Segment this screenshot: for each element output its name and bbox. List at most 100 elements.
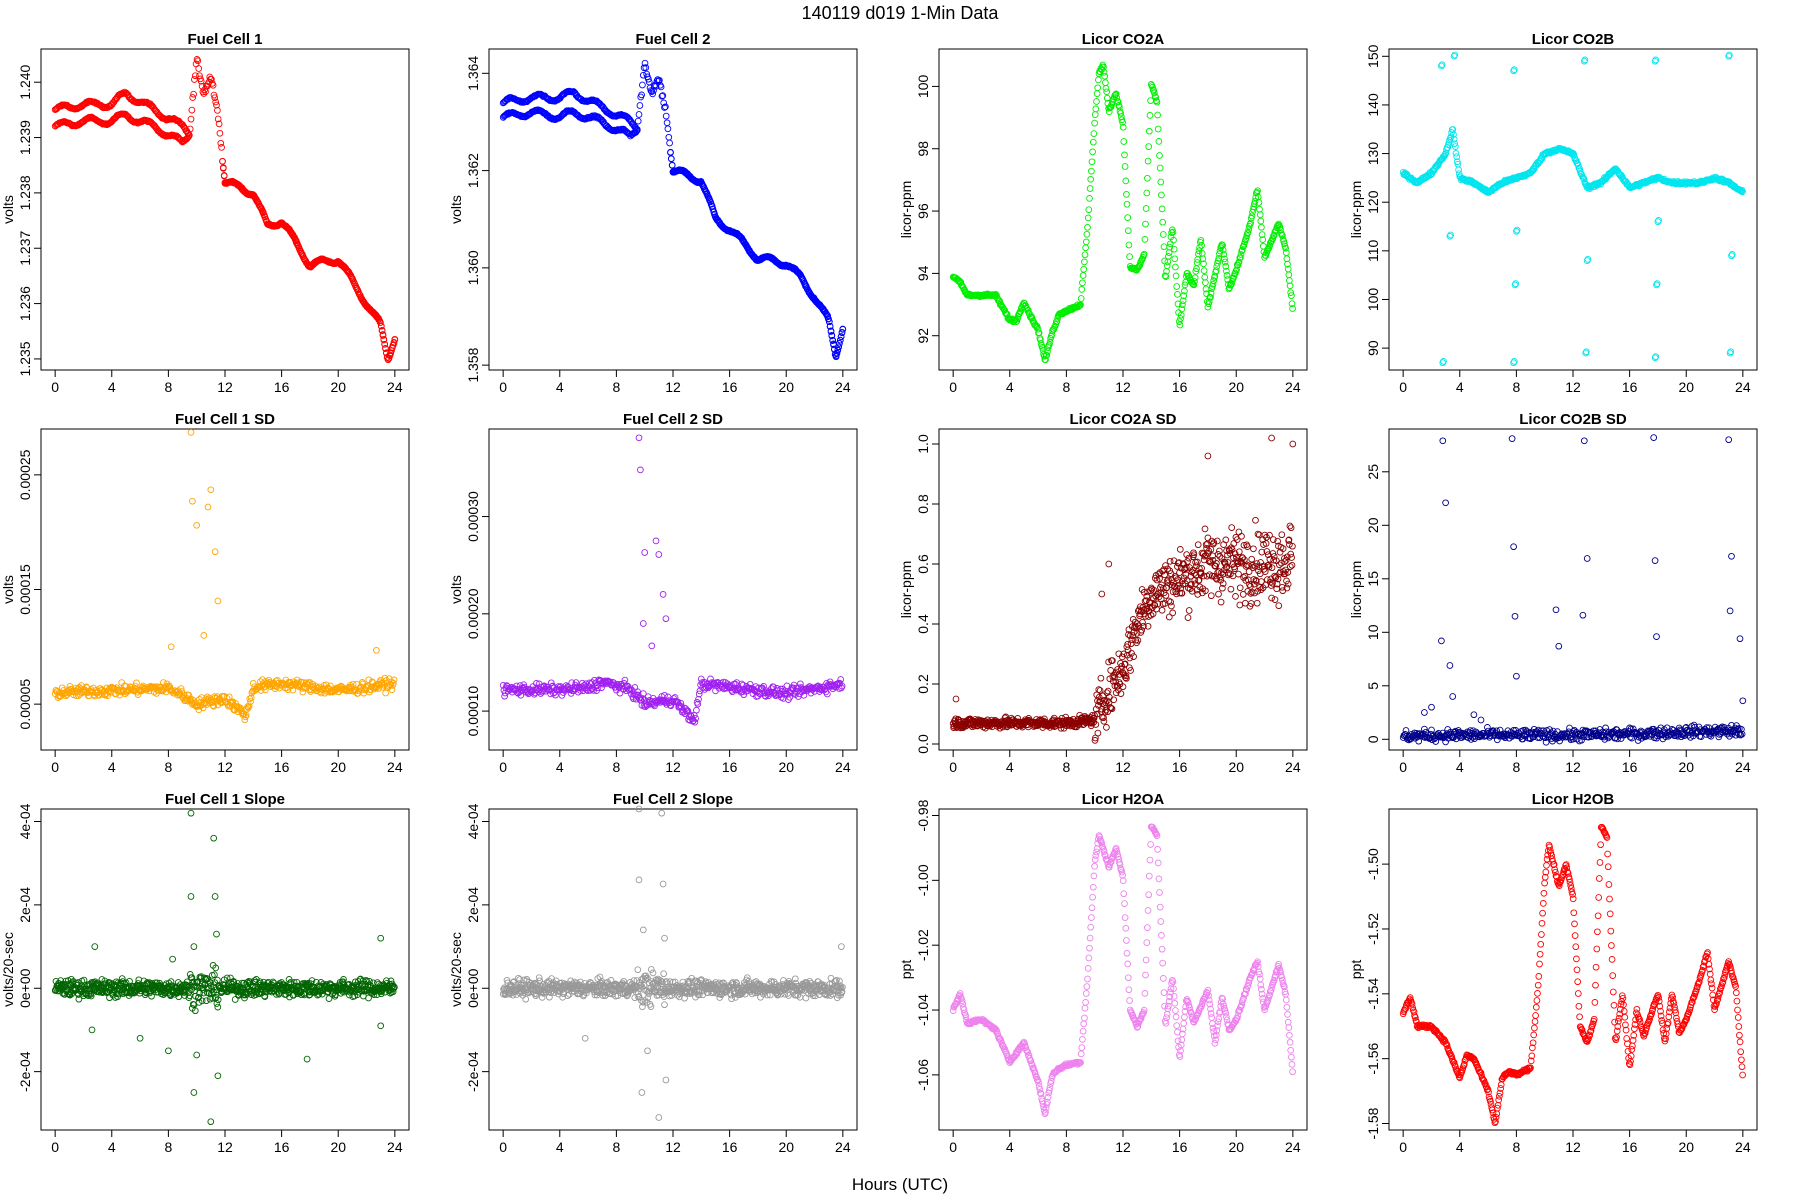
data-point: [1238, 246, 1246, 254]
data-point: [1152, 97, 1160, 105]
data-point: [1235, 528, 1243, 536]
data-point: [1144, 157, 1152, 165]
data-point: [1165, 253, 1172, 260]
data-point: [1450, 52, 1458, 60]
data-point: [1244, 543, 1251, 550]
data-point: [189, 497, 196, 505]
data-point: [1158, 191, 1165, 199]
data-point: [1447, 231, 1454, 239]
data-point: [1449, 126, 1457, 133]
data-point: [1579, 174, 1587, 181]
panel-title: Licor CO2A: [1082, 31, 1165, 48]
data-point: [1172, 272, 1180, 280]
data-point: [1093, 98, 1100, 105]
x-tick-label: 12: [1565, 759, 1581, 775]
data-point: [1219, 246, 1227, 254]
data-point: [1081, 251, 1089, 259]
data-point: [825, 318, 833, 326]
data-point: [1168, 602, 1175, 610]
data-point: [1153, 98, 1161, 106]
data-point: [1189, 280, 1196, 287]
data-point: [638, 91, 645, 99]
data-point: [1174, 300, 1182, 308]
x-tick-label: 20: [330, 379, 346, 395]
data-point: [655, 77, 662, 85]
x-tick-label: 24: [1285, 379, 1301, 395]
data-point: [1228, 524, 1236, 531]
data-point: [1170, 245, 1178, 253]
data-point: [1255, 199, 1263, 206]
data-point: [1726, 51, 1733, 59]
data-point: [1276, 223, 1284, 231]
data-point: [1222, 263, 1230, 270]
data-point: [1513, 226, 1521, 234]
data-point: [1121, 151, 1128, 159]
panel-title: Fuel Cell 2: [635, 31, 710, 48]
data-point: [214, 115, 222, 123]
data-point: [1100, 68, 1108, 76]
x-tick-label: 0: [949, 379, 957, 395]
data-point: [1177, 315, 1184, 322]
data-point: [635, 111, 643, 118]
data-point: [1126, 253, 1133, 260]
y-tick-label: 140: [1365, 93, 1381, 117]
data-point: [1091, 119, 1098, 127]
data-point: [1231, 270, 1239, 278]
data-point: [1094, 729, 1102, 737]
data-point: [839, 325, 847, 333]
data-point: [1257, 217, 1265, 225]
data-point: [641, 549, 649, 556]
panel-title: Fuel Cell 1 SD: [175, 411, 275, 428]
data-point: [1258, 223, 1265, 231]
x-tick-label: 8: [1062, 759, 1070, 775]
x-tick-label: 16: [274, 379, 290, 395]
data-point: [1185, 607, 1193, 614]
data-point: [1583, 348, 1590, 356]
x-tick-label: 20: [778, 379, 794, 395]
data-point: [1122, 177, 1130, 185]
data-point: [693, 706, 700, 714]
data-point: [1103, 724, 1110, 731]
x-tick-label: 16: [274, 759, 290, 775]
data-point: [1254, 187, 1261, 195]
data-point: [1166, 240, 1174, 248]
data-point: [1181, 281, 1189, 289]
data-point: [1574, 162, 1582, 169]
data-point: [664, 125, 672, 133]
data-point: [1244, 229, 1252, 236]
data-point: [200, 90, 208, 97]
data-point: [1450, 131, 1457, 138]
series-points: [499, 59, 847, 361]
data-point: [1087, 175, 1095, 183]
data-point: [1252, 516, 1259, 524]
data-point: [1201, 525, 1209, 533]
data-point: [1144, 174, 1151, 182]
data-point: [1113, 94, 1121, 102]
data-point: [1184, 614, 1192, 621]
data-point: [1453, 153, 1461, 161]
data-point: [829, 336, 837, 344]
data-point: [1237, 251, 1245, 258]
data-point: [1156, 152, 1163, 159]
data-point: [1104, 687, 1112, 695]
data-point: [1581, 56, 1589, 64]
data-point: [1124, 227, 1132, 235]
data-point: [827, 327, 835, 335]
data-point: [1123, 200, 1131, 208]
data-point: [1114, 98, 1122, 106]
data-point: [836, 339, 843, 347]
x-tick-label: 12: [217, 379, 233, 395]
data-point: [217, 139, 225, 147]
y-tick-label: 1.239: [17, 120, 33, 155]
data-point: [1089, 148, 1096, 156]
data-point: [992, 291, 1000, 298]
data-point: [667, 149, 674, 156]
data-point: [380, 335, 388, 343]
data-point: [651, 81, 659, 89]
data-point: [377, 322, 385, 330]
data-point: [659, 591, 667, 598]
data-point: [837, 333, 845, 341]
